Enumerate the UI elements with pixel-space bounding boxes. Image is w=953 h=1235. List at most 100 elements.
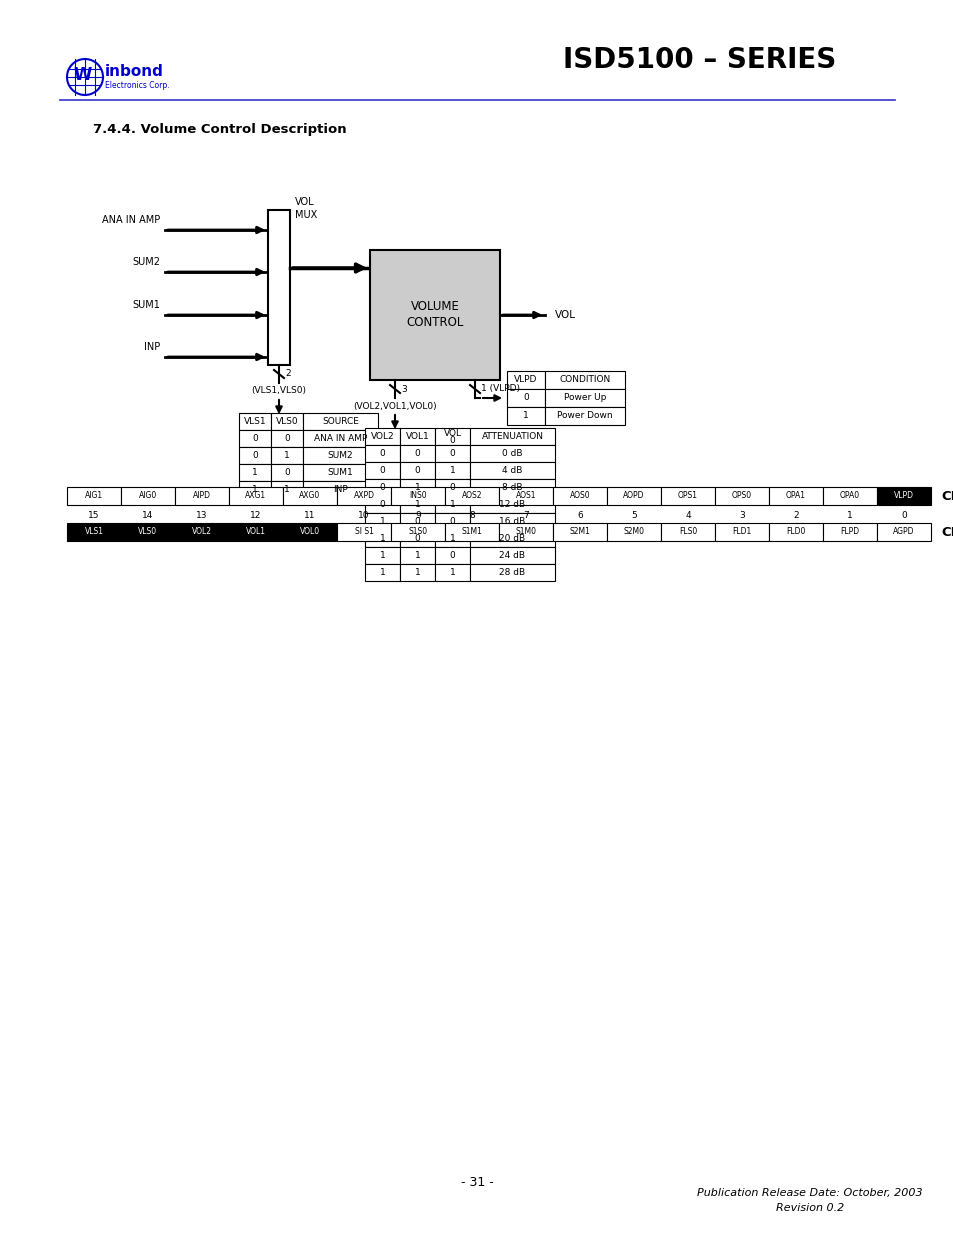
Text: 11: 11 [304,510,315,520]
Bar [365,445,399,462]
Text: 1 (VLPD): 1 (VLPD) [480,384,519,394]
Text: 1: 1 [415,568,420,577]
Bar [553,487,606,505]
Text: OPS1: OPS1 [678,492,698,500]
Text: SI S1: SI S1 [355,527,373,536]
Bar [271,447,303,464]
Bar [544,408,624,425]
Text: ISD5100 – SERIES: ISD5100 – SERIES [563,46,836,74]
Text: 0: 0 [901,510,906,520]
Text: 0: 0 [284,433,290,443]
Bar [303,412,377,430]
Text: Publication Release Date: October, 2003: Publication Release Date: October, 2003 [697,1188,922,1198]
Text: INS0: INS0 [409,492,426,500]
Text: S1S0: S1S0 [408,527,427,536]
Bar [399,496,435,513]
Text: SUM1: SUM1 [132,300,160,310]
Bar [229,522,283,541]
Text: 0: 0 [415,517,420,526]
Text: 0: 0 [449,436,455,446]
Text: 7: 7 [522,510,528,520]
Text: 0: 0 [379,450,385,458]
Bar [714,522,768,541]
Bar [444,522,498,541]
Text: - 31 -: - 31 - [460,1177,493,1189]
Bar [399,530,435,547]
Bar [239,430,271,447]
Bar [283,487,336,505]
Text: 12: 12 [250,510,261,520]
Text: 2: 2 [285,369,291,378]
Bar [365,513,399,530]
Bar [714,487,768,505]
Text: 0: 0 [449,450,455,458]
Text: W: W [73,65,92,84]
Text: 28 dB: 28 dB [499,568,525,577]
Bar [365,564,399,580]
Text: SOURCE: SOURCE [322,417,358,426]
Bar [768,487,822,505]
Text: 4: 4 [684,510,690,520]
Bar [271,480,303,498]
Text: 1: 1 [379,517,385,526]
Bar [174,522,229,541]
Bar [470,429,555,445]
Text: 0: 0 [379,500,385,509]
Text: 0: 0 [449,551,455,559]
Bar [303,447,377,464]
Text: 1: 1 [449,534,455,543]
Bar [506,370,544,389]
Bar [283,522,336,541]
Text: CFG1: CFG1 [940,526,953,538]
Text: 1: 1 [449,466,455,475]
Text: 1: 1 [379,534,385,543]
Text: SUM2: SUM2 [327,451,353,459]
Text: Revision 0.2: Revision 0.2 [775,1203,843,1213]
Text: SUM1: SUM1 [327,468,353,477]
Bar [444,487,498,505]
Bar [271,464,303,480]
Text: 1: 1 [449,500,455,509]
Bar [268,210,290,366]
Text: 0: 0 [284,468,290,477]
Text: INP: INP [144,342,160,352]
Text: VOL: VOL [294,198,314,207]
Text: 1: 1 [252,468,257,477]
Bar [121,487,174,505]
Text: AIG1: AIG1 [85,492,103,500]
Text: 1: 1 [415,500,420,509]
Bar [399,429,435,445]
Bar [239,464,271,480]
Text: 10: 10 [358,510,370,520]
Text: 1: 1 [846,510,852,520]
Text: VLS0: VLS0 [275,417,298,426]
Text: 0 dB: 0 dB [501,450,522,458]
Text: Power Down: Power Down [557,411,612,420]
Bar [498,487,553,505]
Text: 0: 0 [252,451,257,459]
Text: 0: 0 [449,483,455,492]
Bar [399,462,435,479]
Bar [470,530,555,547]
Text: FLPD: FLPD [840,527,859,536]
Text: S1M1: S1M1 [461,527,482,536]
Text: 14: 14 [142,510,153,520]
Bar [606,522,660,541]
Text: VOL2: VOL2 [371,432,394,441]
Bar [399,547,435,564]
Bar [67,487,121,505]
Text: CFG0: CFG0 [940,489,953,503]
Text: 1: 1 [415,551,420,559]
Text: MUX: MUX [294,210,317,220]
Text: 13: 13 [196,510,208,520]
Text: AIG0: AIG0 [139,492,157,500]
Text: 8 dB: 8 dB [501,483,522,492]
Bar [336,522,391,541]
Text: S2M1: S2M1 [569,527,590,536]
Text: 15: 15 [89,510,100,520]
Bar [506,408,544,425]
Text: OPA1: OPA1 [785,492,805,500]
Text: 1: 1 [449,568,455,577]
Bar [822,487,876,505]
Bar [470,479,555,496]
